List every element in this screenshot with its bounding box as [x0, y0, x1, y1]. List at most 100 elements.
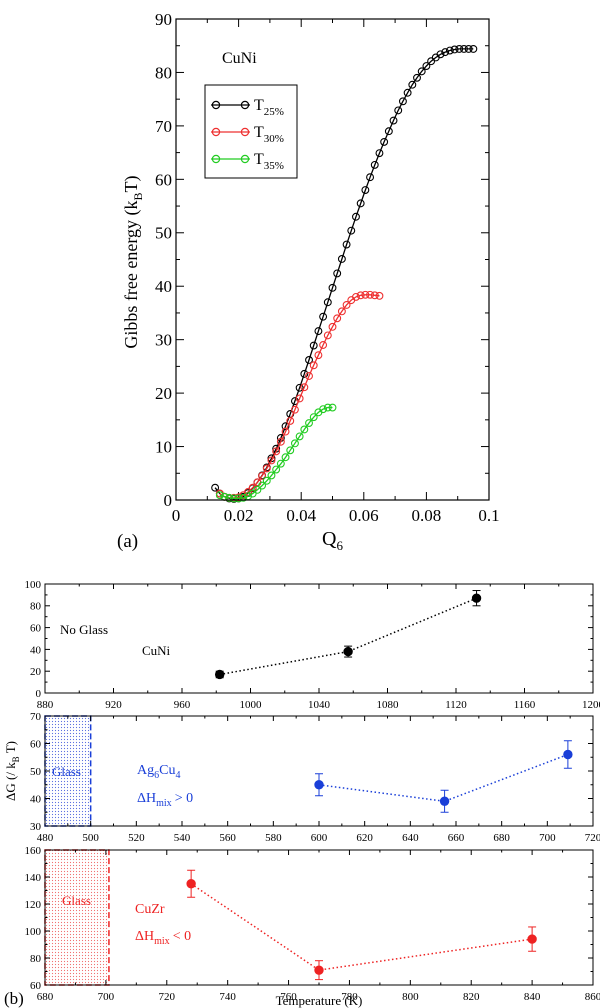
y-tick-label: 50: [155, 224, 172, 243]
x-tick-label: 0: [172, 506, 181, 525]
chart-annotation: ΔHmix < 0: [135, 929, 191, 947]
series-line: [318, 753, 569, 803]
data-point: [337, 307, 346, 316]
data-point: [323, 403, 332, 412]
data-point: [290, 439, 299, 448]
data-point: [342, 300, 351, 309]
data-point: [441, 48, 450, 57]
series-line: [219, 294, 380, 499]
chart-annotation: ΔHmix > 0: [137, 791, 193, 809]
subplot-agcu: 480 500 520 540 560 580 600 620 640 660 680 700 720 3…: [3, 711, 600, 844]
data-point: [464, 44, 473, 53]
y-tick-label: 70: [30, 711, 42, 723]
data-point: [258, 472, 267, 480]
x-tick-label: 840: [524, 991, 541, 1003]
legend: T25% T30% T35%: [204, 84, 298, 179]
data-point: [319, 312, 328, 321]
series-line: [219, 406, 333, 500]
x-tick-label: 540: [174, 832, 191, 844]
x-tick-label: 560: [219, 832, 236, 844]
y-tick-label: 10: [155, 438, 172, 457]
data-point: [272, 465, 281, 474]
data-point: [305, 356, 313, 364]
x-tick-label: 660: [448, 832, 465, 844]
x-tick-label: 960: [174, 699, 191, 711]
y-tick-label: 100: [25, 579, 42, 591]
x-tick-label: 520: [128, 832, 145, 844]
legend-label: T: [254, 151, 264, 168]
plot-frame: [44, 583, 594, 694]
chart-annotation: Ag6Cu4: [137, 763, 180, 781]
data-point: [352, 212, 360, 221]
data-point: [436, 50, 445, 59]
data-point: [370, 291, 379, 300]
data-point: [342, 240, 351, 249]
data-point: [314, 965, 324, 975]
data-point: [286, 416, 295, 425]
x-tick-label: 480: [37, 832, 54, 844]
series-line: [190, 883, 533, 971]
data-point: [375, 291, 384, 300]
chart-annotation: CuNi: [142, 643, 171, 658]
y-tick-label: 70: [155, 117, 172, 136]
data-point: [305, 372, 313, 380]
data-point: [413, 73, 421, 82]
data-point: [215, 491, 224, 500]
data-point: [356, 199, 365, 208]
data-point: [366, 290, 375, 299]
data-point: [186, 879, 196, 889]
x-tick-label: 860: [585, 991, 600, 1003]
data-point: [276, 437, 285, 446]
data-point: [319, 341, 328, 349]
data-point: [258, 481, 267, 490]
data-point: [229, 494, 238, 503]
data-point: [267, 471, 276, 480]
data-point: [234, 494, 243, 503]
svg-text:T30%: T30%: [254, 124, 284, 145]
data-point: [343, 646, 353, 657]
data-point: [244, 488, 252, 496]
chart-annotation: CuZr: [135, 902, 165, 917]
x-tick-label: 620: [356, 832, 373, 844]
y-tick-label: 90: [155, 10, 172, 29]
data-point: [281, 422, 290, 431]
x-tick-label: 0.02: [224, 506, 254, 525]
data-point: [300, 425, 309, 434]
y-tick-label: 20: [155, 384, 172, 403]
data-point: [319, 405, 328, 414]
data-point: [422, 62, 431, 70]
x-tick-label: 740: [219, 991, 236, 1003]
data-point: [323, 298, 332, 307]
data-point: [527, 934, 537, 944]
y-tick-label: 50: [30, 766, 42, 778]
data-point: [309, 413, 318, 422]
plot-frame: [44, 849, 594, 986]
data-point: [214, 669, 225, 680]
x-tick-label: 1160: [514, 699, 536, 711]
x-tick-label: 1040: [308, 699, 331, 711]
plot-frame: [44, 715, 594, 827]
legend-entry: T25%: [211, 97, 284, 118]
data-point: [262, 476, 271, 485]
x-tick-label: 820: [463, 991, 480, 1003]
data-point: [239, 493, 248, 502]
chart-annotation: No Glass: [60, 622, 108, 637]
legend-label: T: [254, 97, 264, 114]
data-point: [389, 116, 398, 125]
data-point: [281, 453, 290, 462]
data-point: [314, 351, 323, 360]
data-point: [305, 419, 313, 427]
data-point: [295, 432, 304, 441]
data-point: [417, 67, 426, 76]
data-point: [300, 383, 309, 392]
data-point: [469, 44, 478, 53]
data-point: [563, 749, 573, 760]
data-point: [439, 796, 450, 806]
x-tick-label: 720: [159, 991, 176, 1003]
y-tick-label: 60: [30, 980, 42, 992]
y-tick-label: 40: [30, 793, 42, 805]
data-point: [286, 446, 295, 455]
data-point: [328, 322, 337, 331]
